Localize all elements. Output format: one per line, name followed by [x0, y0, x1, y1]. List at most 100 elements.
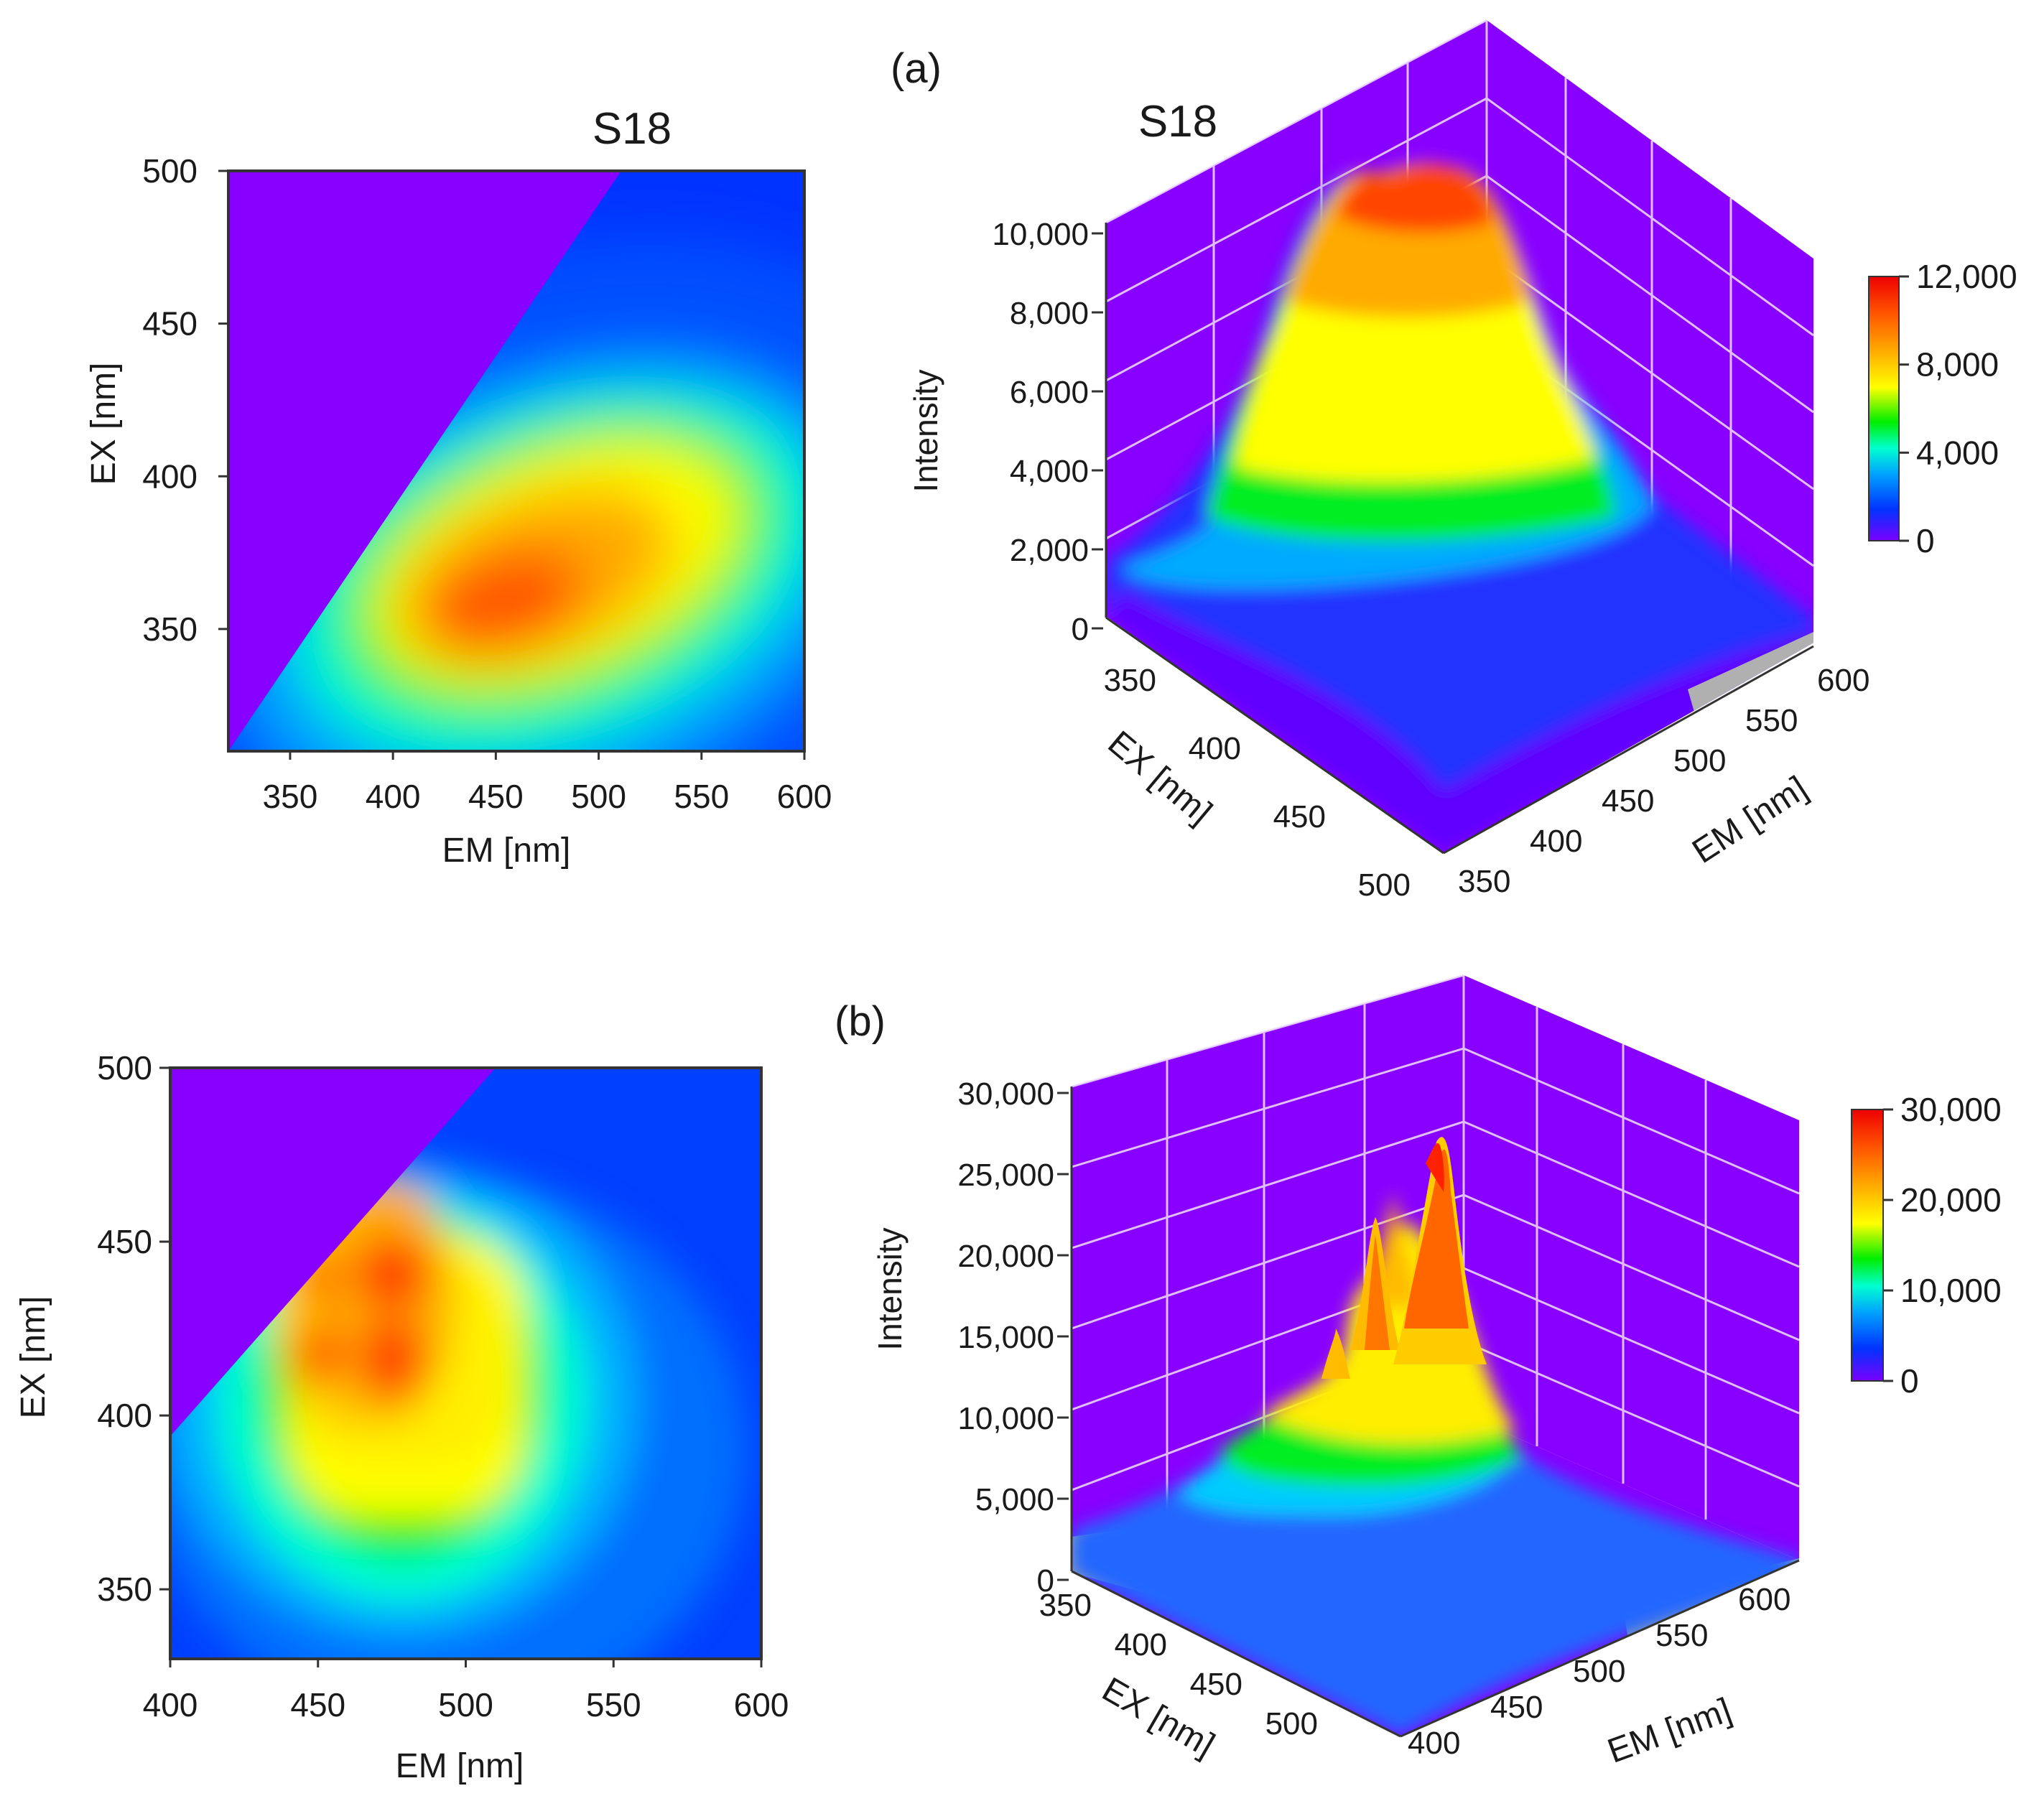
a3d-ex-tick-label: 450 — [1273, 799, 1326, 834]
b3d-em-ticks: 400 450 500 550 600 — [1408, 1582, 1790, 1761]
a2d-y-tick-label: 500 — [142, 152, 198, 190]
b2d-y-ticks: 350 400 450 500 — [97, 1049, 170, 1608]
a3d-colorbar — [1868, 276, 1900, 541]
b2d-y-tick-label: 400 — [97, 1397, 152, 1434]
a2d-title: S18 — [593, 104, 672, 154]
b3d-ex-tick-label: 400 — [1115, 1627, 1167, 1662]
a2d-xlabel: EM [nm] — [442, 832, 571, 870]
b3d-z-tick-label: 25,000 — [957, 1158, 1054, 1193]
a2d-y-ticks: 350 400 450 500 — [142, 152, 228, 648]
a3d-ex-tick-label: 500 — [1358, 867, 1411, 903]
b3d-z-ticks: 0 5,000 10,000 15,000 20,000 25,000 30,000 — [957, 1076, 1069, 1599]
a2d-x-ticks: 350 400 450 500 550 600 — [263, 751, 832, 815]
a2d-plot-frame — [227, 169, 806, 753]
chart-a-2d: S18 350 400 450 500 550 600 350 400 450 500 EM [… — [85, 104, 832, 870]
b3d-ex-tick-label: 450 — [1190, 1667, 1242, 1702]
chart-b-3d: 0 5,000 10,000 15,000 20,000 25,000 30,000 350… — [871, 974, 2002, 1771]
b3d-colorbar-tick-label: 0 — [1900, 1362, 1919, 1400]
b2d-x-tick-label: 500 — [438, 1686, 493, 1723]
b2d-ylabel: EX [nm] — [14, 1296, 52, 1419]
b3d-z-tick-label: 20,000 — [957, 1239, 1054, 1274]
b2d-x-tick-label: 450 — [290, 1686, 345, 1723]
b3d-zlabel: Intensity — [871, 1227, 909, 1350]
b3d-peak-5 — [1426, 1143, 1444, 1192]
a3d-z-tick-label: 6,000 — [1010, 375, 1089, 410]
a2d-x-tick-label: 500 — [571, 778, 626, 815]
b3d-z-tick-label: 5,000 — [975, 1482, 1054, 1517]
a2d-rayleigh-cutoff — [228, 171, 621, 751]
a3d-em-tick-label: 350 — [1458, 864, 1510, 899]
a3d-z-tick-label: 8,000 — [1010, 296, 1089, 331]
b3d-peak-4 — [1365, 1235, 1390, 1350]
a2d-x-tick-label: 400 — [366, 778, 421, 815]
a3d-z-tick-label: 2,000 — [1010, 533, 1089, 568]
b3d-z-tick-label: 0 — [1037, 1563, 1054, 1599]
a3d-colorbar-tick-label: 0 — [1916, 522, 1935, 559]
b3d-z-tick-label: 15,000 — [957, 1320, 1054, 1355]
a3d-colorbar-ticks: 12,000 8,000 4,000 0 — [1899, 258, 2017, 559]
b3d-colorbar-tick-label: 20,000 — [1900, 1181, 2002, 1219]
a3d-axis-lines — [1105, 223, 1814, 855]
a2d-heatmap-field — [228, 171, 804, 751]
a3d-gray-edge — [1688, 632, 1813, 715]
a3d-em-label: EM [nm] — [1686, 769, 1814, 871]
b3d-em-tick-label: 500 — [1573, 1654, 1625, 1689]
a3d-em-tick-label: 400 — [1530, 824, 1582, 859]
a2d-ylabel: EX [nm] — [85, 363, 123, 485]
b2d-y-tick-label: 450 — [97, 1223, 152, 1260]
b3d-em-tick-label: 400 — [1408, 1726, 1460, 1761]
b3d-ex-tick-label: 350 — [1039, 1588, 1092, 1623]
b2d-x-ticks: 400 450 500 550 600 — [143, 1659, 789, 1723]
a2d-y-tick-label: 400 — [142, 457, 198, 495]
b3d-em-label: EM [nm] — [1603, 1691, 1737, 1771]
b2d-rayleigh-cutoff — [170, 1068, 496, 1436]
b2d-x-tick-label: 400 — [143, 1686, 198, 1723]
b3d-ex-tick-label: 500 — [1265, 1706, 1318, 1741]
b3d-surface — [1072, 1137, 1799, 1736]
chart-b-2d: 400 450 500 550 600 350 400 450 500 EM [nm] EX … — [14, 1049, 789, 1785]
b2d-heatmap-field — [170, 1068, 761, 1659]
a2d-x-tick-label: 550 — [674, 778, 729, 815]
b2d-y-tick-label: 500 — [97, 1049, 152, 1087]
chart-a-3d: S18 — [907, 19, 2017, 903]
b2d-x-tick-label: 550 — [586, 1686, 641, 1723]
a3d-colorbar-tick-label: 8,000 — [1916, 346, 1999, 383]
b3d-peak-3 — [1404, 1149, 1469, 1329]
a3d-colorbar-tick-label: 4,000 — [1916, 434, 1999, 471]
b3d-z-tick-label: 30,000 — [957, 1076, 1054, 1112]
b2d-xlabel: EM [nm] — [396, 1747, 524, 1785]
b3d-z-tick-label: 10,000 — [957, 1401, 1054, 1436]
a2d-x-tick-label: 350 — [263, 778, 318, 815]
panel-b-label: (b) — [835, 998, 886, 1045]
a2d-y-tick-label: 450 — [142, 305, 198, 343]
b3d-em-tick-label: 450 — [1490, 1690, 1543, 1725]
a2d-x-tick-label: 450 — [468, 778, 524, 815]
b3d-wall-grid — [1071, 974, 1800, 1533]
a2d-x-tick-label: 600 — [777, 778, 832, 815]
a3d-z-ticks: 0 2,000 4,000 6,000 8,000 10,000 — [992, 217, 1103, 647]
a3d-ex-tick-label: 350 — [1104, 663, 1156, 698]
b3d-ex-ticks: 350 400 450 500 — [1039, 1588, 1318, 1741]
a3d-em-tick-label: 600 — [1817, 663, 1869, 698]
b3d-em-tick-label: 600 — [1738, 1582, 1790, 1617]
a3d-title: S18 — [1138, 97, 1217, 146]
b3d-colorbar-tick-label: 30,000 — [1900, 1091, 2002, 1128]
panel-a-label: (a) — [891, 45, 942, 92]
b3d-axis-lines — [1070, 1087, 1800, 1738]
a3d-z-tick-label: 0 — [1072, 612, 1089, 647]
b3d-colorbar-tick-label: 10,000 — [1900, 1272, 2002, 1309]
b3d-colorbar — [1851, 1109, 1884, 1382]
a3d-z-tick-label: 10,000 — [992, 217, 1089, 252]
a3d-ex-ticks: 350 400 450 500 — [1104, 663, 1411, 903]
a3d-em-tick-label: 500 — [1673, 743, 1726, 778]
b2d-x-tick-label: 600 — [734, 1686, 789, 1723]
b3d-em-tick-label: 550 — [1655, 1618, 1708, 1653]
b3d-peak-6 — [1321, 1329, 1350, 1379]
a3d-colorbar-tick-label: 12,000 — [1916, 258, 2017, 295]
b3d-colorbar-ticks: 30,000 20,000 10,000 0 — [1883, 1091, 2002, 1400]
a3d-z-tick-label: 4,000 — [1010, 454, 1089, 489]
a2d-y-tick-label: 350 — [142, 610, 198, 648]
a3d-ex-tick-label: 400 — [1189, 731, 1241, 766]
a3d-em-tick-label: 450 — [1602, 783, 1654, 819]
